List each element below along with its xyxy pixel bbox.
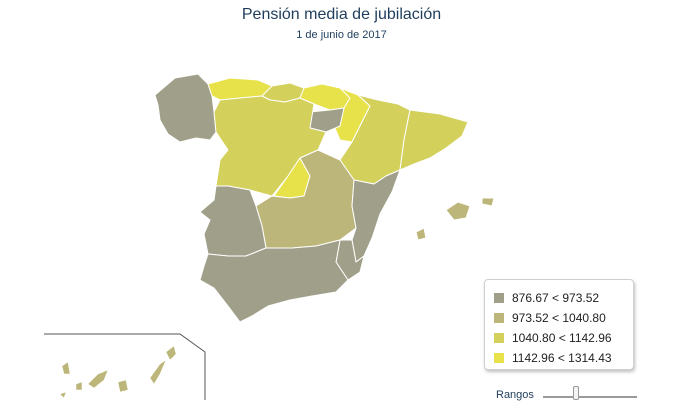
region-galicia[interactable] <box>154 73 217 143</box>
legend-item[interactable]: 1040.80 < 1142.96 <box>494 328 633 348</box>
legend-label: 1142.96 < 1314.43 <box>512 351 612 365</box>
region-valencia[interactable] <box>351 169 401 263</box>
legend-label: 876.67 < 973.52 <box>512 291 600 305</box>
region-canarias-lapalma[interactable] <box>61 361 71 375</box>
region-canarias-fuerteventura[interactable] <box>149 359 167 385</box>
region-canarias-hierro[interactable] <box>59 391 67 399</box>
ranges-label: Rangos <box>496 389 534 401</box>
legend-label: 973.52 < 1040.80 <box>512 311 606 325</box>
region-canarias-tenerife[interactable] <box>87 369 109 389</box>
legend-item[interactable]: 876.67 < 973.52 <box>494 288 633 308</box>
legend-swatch <box>494 313 504 323</box>
ranges-slider-handle[interactable] <box>572 386 579 400</box>
map-legend: 876.67 < 973.52 973.52 < 1040.80 1040.80… <box>484 279 634 370</box>
region-canarias-lanzarote[interactable] <box>165 345 177 361</box>
legend-item[interactable]: 973.52 < 1040.80 <box>494 308 633 328</box>
ranges-slider-track[interactable] <box>543 396 637 398</box>
region-canarias-gomera[interactable] <box>75 381 83 391</box>
region-mallorca[interactable] <box>445 201 471 221</box>
canarias-inset-frame <box>44 333 206 400</box>
legend-item[interactable]: 1142.96 < 1314.43 <box>494 348 633 368</box>
region-canarias-grancanaria[interactable] <box>117 379 129 393</box>
region-menorca[interactable] <box>481 197 495 207</box>
region-ibiza[interactable] <box>415 227 427 241</box>
legend-swatch <box>494 333 504 343</box>
legend-label: 1040.80 < 1142.96 <box>512 331 612 345</box>
region-andalucia[interactable] <box>199 239 349 323</box>
region-cataluna[interactable] <box>399 109 469 171</box>
legend-swatch <box>494 353 504 363</box>
map-subtitle: 1 de junio de 2017 <box>296 29 387 41</box>
legend-swatch <box>494 293 504 303</box>
map-title: Pensión media de jubilación <box>241 6 442 23</box>
region-extremadura[interactable] <box>199 185 267 257</box>
